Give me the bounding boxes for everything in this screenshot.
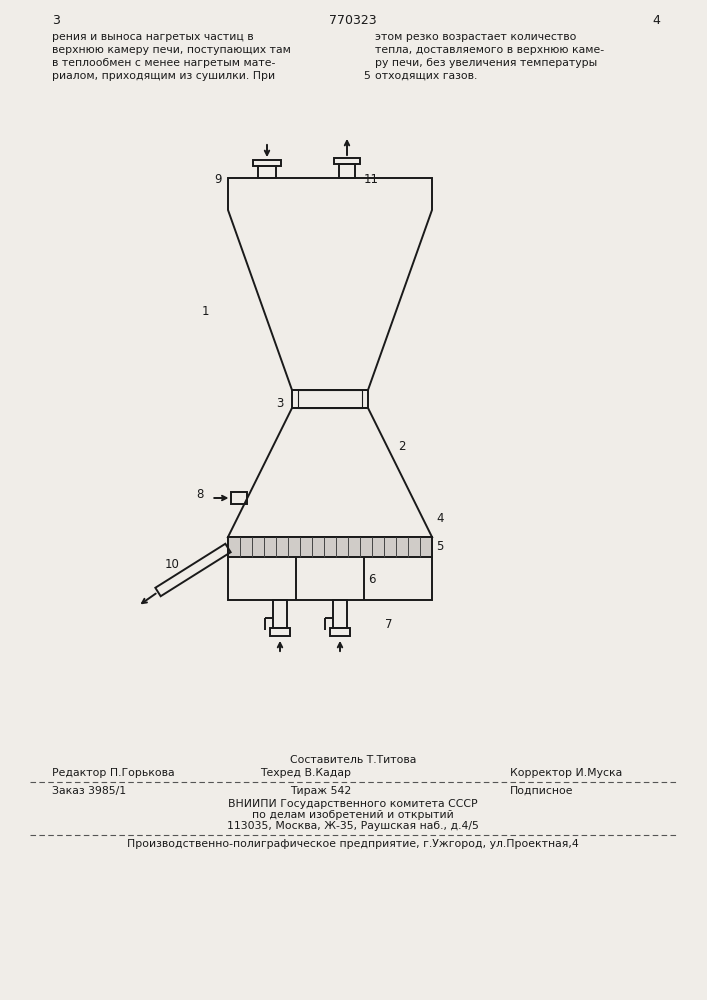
Text: 8: 8 xyxy=(196,488,204,501)
Text: Тираж 542: Тираж 542 xyxy=(290,786,351,796)
Text: Производственно-полиграфическое предприятие, г.Ужгород, ул.Проектная,4: Производственно-полиграфическое предприя… xyxy=(127,839,579,849)
Text: 113035, Москва, Ж-35, Раушская наб., д.4/5: 113035, Москва, Ж-35, Раушская наб., д.4… xyxy=(227,821,479,831)
Text: 11: 11 xyxy=(364,173,379,186)
Text: Техред В.Кадар: Техред В.Кадар xyxy=(260,768,351,778)
Text: 6: 6 xyxy=(368,573,375,586)
Text: Корректор И.Муска: Корректор И.Муска xyxy=(510,768,622,778)
Text: отходящих газов.: отходящих газов. xyxy=(375,71,477,81)
Text: риалом, приходящим из сушилки. При: риалом, приходящим из сушилки. При xyxy=(52,71,275,81)
Text: 5: 5 xyxy=(363,71,370,81)
Bar xyxy=(292,390,368,408)
Text: 7: 7 xyxy=(385,618,392,631)
Bar xyxy=(258,166,276,178)
Text: в теплообмен с менее нагретым мате-: в теплообмен с менее нагретым мате- xyxy=(52,58,275,68)
Text: 1: 1 xyxy=(202,305,209,318)
Text: 3: 3 xyxy=(276,397,284,410)
Text: рения и выноса нагретых частиц в: рения и выноса нагретых частиц в xyxy=(52,32,254,42)
Text: 9: 9 xyxy=(214,173,221,186)
Text: 3: 3 xyxy=(52,14,60,27)
Text: верхнюю камеру печи, поступающих там: верхнюю камеру печи, поступающих там xyxy=(52,45,291,55)
Text: ВНИИПИ Государственного комитета СССР: ВНИИПИ Государственного комитета СССР xyxy=(228,799,478,809)
Text: 10: 10 xyxy=(165,558,180,571)
Bar xyxy=(253,160,281,166)
Bar xyxy=(270,628,290,636)
Bar xyxy=(228,537,432,600)
Text: по делам изобретений и открытий: по делам изобретений и открытий xyxy=(252,810,454,820)
Bar xyxy=(330,628,350,636)
Text: 770323: 770323 xyxy=(329,14,377,27)
Text: Составитель Т.Титова: Составитель Т.Титова xyxy=(290,755,416,765)
Bar xyxy=(273,600,287,628)
Text: 4: 4 xyxy=(436,512,443,525)
Text: 5: 5 xyxy=(436,540,443,553)
Text: 2: 2 xyxy=(398,440,406,453)
Text: Подписное: Подписное xyxy=(510,786,573,796)
Text: Заказ 3985/1: Заказ 3985/1 xyxy=(52,786,126,796)
Bar xyxy=(228,537,432,557)
Text: 4: 4 xyxy=(652,14,660,27)
Bar xyxy=(333,600,347,628)
Text: тепла, доставляемого в верхнюю каме-: тепла, доставляемого в верхнюю каме- xyxy=(375,45,604,55)
Bar xyxy=(334,158,360,164)
Text: ру печи, без увеличения температуры: ру печи, без увеличения температуры xyxy=(375,58,597,68)
Text: Редактор П.Горькова: Редактор П.Горькова xyxy=(52,768,175,778)
Bar xyxy=(339,164,355,178)
Bar xyxy=(231,492,247,504)
Text: этом резко возрастает количество: этом резко возрастает количество xyxy=(375,32,576,42)
